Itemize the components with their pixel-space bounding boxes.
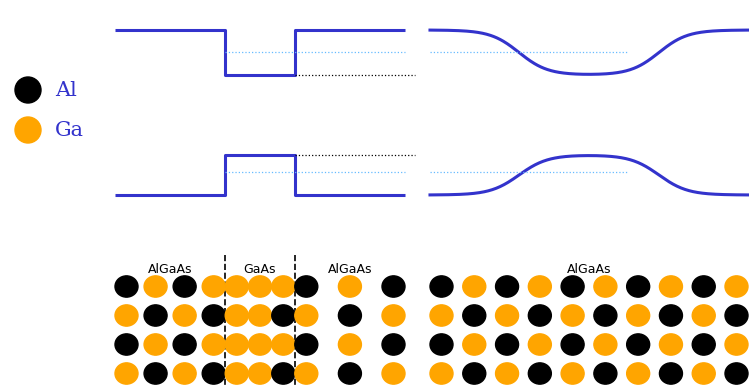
Ellipse shape — [430, 305, 453, 326]
Ellipse shape — [594, 276, 617, 297]
Ellipse shape — [225, 363, 248, 384]
Ellipse shape — [173, 334, 196, 355]
Ellipse shape — [144, 305, 167, 326]
Text: GaAs: GaAs — [243, 263, 276, 276]
Ellipse shape — [295, 305, 318, 326]
Ellipse shape — [202, 363, 225, 384]
Ellipse shape — [249, 276, 271, 297]
Ellipse shape — [528, 363, 551, 384]
Text: Al: Al — [55, 81, 77, 100]
Ellipse shape — [382, 334, 405, 355]
Ellipse shape — [295, 363, 318, 384]
Ellipse shape — [115, 305, 138, 326]
Ellipse shape — [627, 305, 649, 326]
Ellipse shape — [295, 334, 318, 355]
Ellipse shape — [463, 334, 486, 355]
Ellipse shape — [15, 117, 41, 143]
Ellipse shape — [249, 363, 271, 384]
Ellipse shape — [339, 334, 362, 355]
Ellipse shape — [725, 276, 748, 297]
Ellipse shape — [463, 276, 486, 297]
Ellipse shape — [339, 363, 362, 384]
Ellipse shape — [202, 276, 225, 297]
Ellipse shape — [528, 305, 551, 326]
Ellipse shape — [225, 305, 248, 326]
Ellipse shape — [627, 334, 649, 355]
Ellipse shape — [173, 276, 196, 297]
Ellipse shape — [430, 334, 453, 355]
Ellipse shape — [692, 363, 715, 384]
Ellipse shape — [594, 334, 617, 355]
Ellipse shape — [561, 305, 584, 326]
Ellipse shape — [339, 305, 362, 326]
Ellipse shape — [272, 305, 295, 326]
Ellipse shape — [115, 276, 138, 297]
Ellipse shape — [528, 276, 551, 297]
Ellipse shape — [272, 276, 295, 297]
Ellipse shape — [430, 276, 453, 297]
Ellipse shape — [173, 363, 196, 384]
Ellipse shape — [115, 363, 138, 384]
Ellipse shape — [692, 334, 715, 355]
Ellipse shape — [561, 334, 584, 355]
Ellipse shape — [144, 363, 167, 384]
Ellipse shape — [528, 334, 551, 355]
Text: Ga: Ga — [55, 121, 84, 140]
Ellipse shape — [659, 305, 682, 326]
Ellipse shape — [692, 305, 715, 326]
Ellipse shape — [144, 334, 167, 355]
Text: AlGaAs: AlGaAs — [567, 263, 611, 276]
Ellipse shape — [659, 363, 682, 384]
Ellipse shape — [225, 334, 248, 355]
Ellipse shape — [173, 305, 196, 326]
Ellipse shape — [463, 305, 486, 326]
Ellipse shape — [627, 276, 649, 297]
Ellipse shape — [561, 363, 584, 384]
Ellipse shape — [627, 363, 649, 384]
Ellipse shape — [202, 305, 225, 326]
Ellipse shape — [144, 276, 167, 297]
Ellipse shape — [496, 363, 518, 384]
Ellipse shape — [725, 363, 748, 384]
Ellipse shape — [249, 305, 271, 326]
Ellipse shape — [725, 305, 748, 326]
Ellipse shape — [430, 363, 453, 384]
Ellipse shape — [659, 334, 682, 355]
Ellipse shape — [496, 334, 518, 355]
Ellipse shape — [382, 363, 405, 384]
Ellipse shape — [15, 77, 41, 103]
Ellipse shape — [225, 276, 248, 297]
Ellipse shape — [594, 305, 617, 326]
Ellipse shape — [463, 363, 486, 384]
Ellipse shape — [295, 276, 318, 297]
Ellipse shape — [115, 334, 138, 355]
Ellipse shape — [496, 305, 518, 326]
Ellipse shape — [496, 276, 518, 297]
Ellipse shape — [382, 305, 405, 326]
Ellipse shape — [339, 276, 362, 297]
Ellipse shape — [594, 363, 617, 384]
Ellipse shape — [272, 334, 295, 355]
Ellipse shape — [382, 276, 405, 297]
Ellipse shape — [272, 363, 295, 384]
Ellipse shape — [202, 334, 225, 355]
Text: AlGaAs: AlGaAs — [327, 263, 372, 276]
Ellipse shape — [561, 276, 584, 297]
Ellipse shape — [692, 276, 715, 297]
Ellipse shape — [725, 334, 748, 355]
Ellipse shape — [659, 276, 682, 297]
Text: AlGaAs: AlGaAs — [148, 263, 192, 276]
Ellipse shape — [249, 334, 271, 355]
